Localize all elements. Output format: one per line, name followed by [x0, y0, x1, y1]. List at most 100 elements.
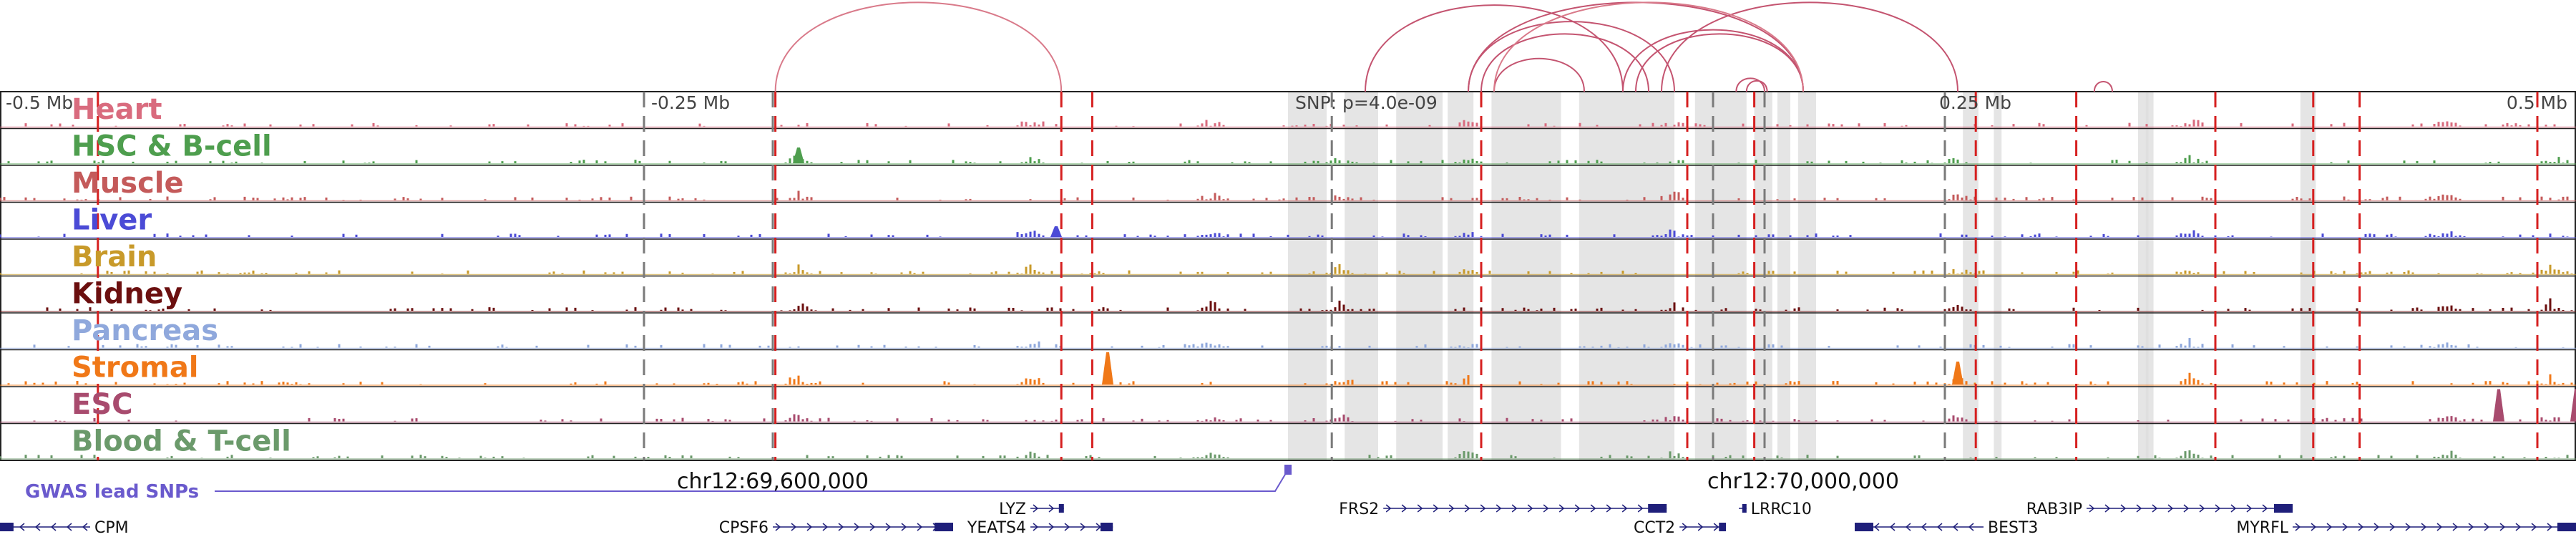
- gene-best3: BEST3: [1855, 519, 2038, 537]
- track-label: ESC: [72, 388, 133, 421]
- gene-strand-chevrons: [1033, 523, 1102, 531]
- gene-label: RAB3IP: [2026, 500, 2082, 518]
- gene-label: LYZ: [999, 500, 1026, 518]
- loop-arc: [1480, 33, 1649, 92]
- loop-arc: [1635, 33, 1804, 92]
- gwas-snp-marker: [1284, 465, 1292, 475]
- signal-track-muscle: [0, 190, 2576, 202]
- track-label: Muscle: [72, 167, 184, 200]
- tracks: [0, 91, 2576, 461]
- signal-track-kidney: [0, 298, 2576, 312]
- gene-label: CPSF6: [719, 519, 769, 537]
- gene-lrrc10: LRRC10: [1739, 500, 1812, 518]
- signal-track-liver: [0, 229, 2576, 238]
- gwas-connector: [215, 469, 1289, 492]
- track-label: Kidney: [72, 278, 182, 311]
- signal-peak: [793, 147, 804, 163]
- track-label: Heart: [72, 93, 162, 126]
- coordinates: chr12:69,600,000 chr12:70,000,000: [677, 469, 1899, 494]
- gene-strand-chevrons: [2089, 504, 2284, 513]
- signal-bars: [0, 450, 2569, 458]
- signal-track-heart: [0, 120, 2576, 128]
- chromatin-loops: [774, 1, 2113, 92]
- signal-peak: [2493, 389, 2504, 422]
- loop-arc: [1661, 1, 1958, 92]
- gene-exon: [1855, 523, 1873, 531]
- gene-exon: [1648, 504, 1667, 513]
- ruler-tick-label: -0.5 Mb: [6, 92, 73, 113]
- signal-bars: [0, 190, 2569, 200]
- loop-arc: [1493, 1, 1804, 92]
- track-label: Liver: [72, 204, 152, 237]
- gene-exon: [935, 523, 953, 531]
- gene-strand-chevrons: [775, 523, 939, 531]
- gene-cpm: CPM: [0, 519, 129, 537]
- signal-bars: [33, 414, 2560, 422]
- signal-track-brain: [0, 263, 2576, 276]
- track-label: Blood & T-cell: [72, 425, 291, 458]
- loop-arc: [1735, 77, 1765, 92]
- gene-rab3ip: RAB3IP: [2026, 500, 2293, 518]
- loop-arc: [1745, 80, 1768, 92]
- loop-arc: [1493, 57, 1585, 92]
- gene-label: CCT2: [1634, 519, 1675, 537]
- gene-label: MYRFL: [2236, 519, 2288, 537]
- gene-cpsf6: CPSF6: [719, 519, 953, 537]
- gene-strand-chevrons: [2295, 523, 2569, 531]
- signal-bars: [0, 263, 2573, 274]
- gene-label: LRRC10: [1751, 500, 1812, 518]
- signal-peak: [1952, 362, 1963, 384]
- reference-lines: [643, 92, 1946, 460]
- track-labels: Heart HSC & B-cell Muscle Liver Brain KidneyP…: [72, 93, 291, 458]
- gene-strand-chevrons: [1033, 504, 1055, 513]
- loop-arc: [2093, 80, 2113, 92]
- coordinate-label: chr12:70,000,000: [1707, 469, 1899, 494]
- signal-bars: [7, 372, 2573, 384]
- gene-cct2: CCT2: [1634, 519, 1726, 537]
- track-label: Stromal: [72, 352, 199, 384]
- track-label: Pancreas: [72, 314, 218, 347]
- gene-lyz: LYZ: [999, 500, 1064, 518]
- gene-exon: [1100, 523, 1113, 531]
- signal-track-esc: [0, 414, 2576, 423]
- gene-exon: [1719, 523, 1726, 531]
- signal-track-hsc-b-cell: [0, 154, 2576, 165]
- track-label: Brain: [72, 241, 157, 274]
- signal-track-stromal: [0, 372, 2576, 386]
- gene-strand-chevrons: [1385, 504, 1659, 513]
- signal-bars: [46, 298, 2573, 311]
- gene-exon: [1058, 504, 1064, 513]
- signal-track-blood-t-cell: [0, 450, 2576, 460]
- coordinate-label: chr12:69,600,000: [677, 469, 869, 494]
- gene-exon: [2274, 504, 2293, 513]
- gene-frs2: FRS2: [1339, 500, 1667, 518]
- gene-myrfl: MYRFL: [2236, 519, 2576, 537]
- gene-yeats4: YEATS4: [967, 519, 1113, 537]
- gwas-row: GWAS lead SNPs: [25, 465, 1292, 503]
- ruler: -0.5 Mb -0.25 Mb 0.25 Mb 0.5 Mb SNP: p=4.0e-…: [6, 92, 2567, 113]
- loop-arc: [1365, 4, 1624, 92]
- signal-peak: [2570, 389, 2576, 422]
- ruler-tick-label: 0.5 Mb: [2507, 92, 2567, 113]
- loop-arc: [774, 1, 1063, 92]
- signal-peak: [1050, 226, 1062, 237]
- gene-exon: [2557, 523, 2576, 531]
- gene-label: CPM: [94, 519, 129, 537]
- gene-exon: [0, 523, 14, 531]
- gene-label: BEST3: [1988, 519, 2038, 537]
- loop-arc: [1468, 21, 1675, 92]
- ruler-tick-label: -0.25 Mb: [651, 92, 730, 113]
- credible-snp-lines: [97, 92, 2539, 460]
- signal-bars: [7, 154, 2569, 163]
- signal-peak: [1102, 352, 1113, 384]
- signal-bars: [0, 229, 2569, 237]
- gene-label: FRS2: [1339, 500, 1379, 518]
- track-label: HSC & B-cell: [72, 130, 272, 163]
- gwas-label: GWAS lead SNPs: [25, 481, 199, 503]
- snp-pvalue-label: SNP: p=4.0e-09: [1295, 92, 1438, 113]
- ruler-tick-label: 0.25 Mb: [1939, 92, 2011, 113]
- gene-strand-chevrons: [1682, 523, 1719, 531]
- gene-label: YEATS4: [967, 519, 1026, 537]
